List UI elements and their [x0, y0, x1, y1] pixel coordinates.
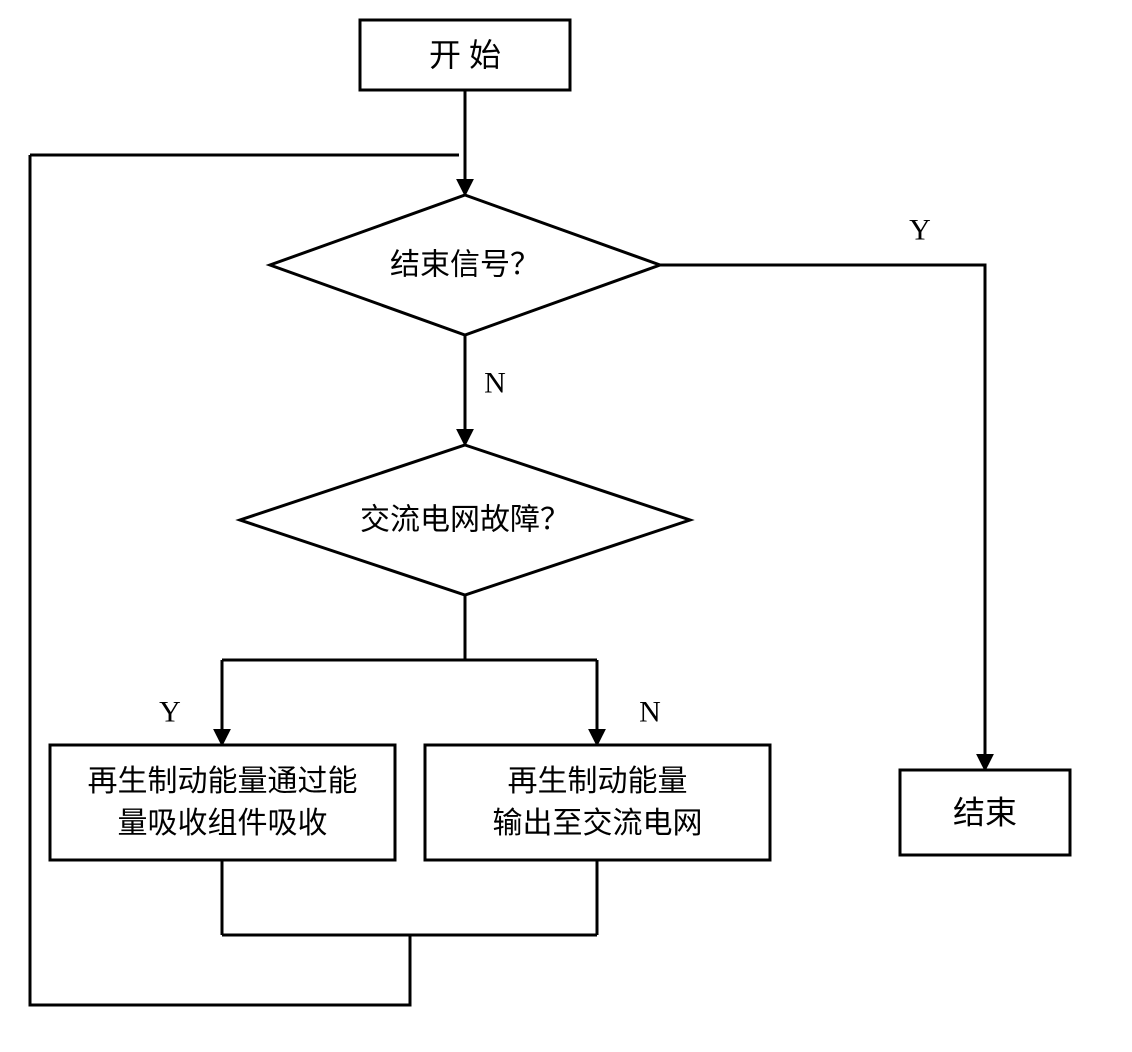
node-text-process_y-l0: 再生制动能量通过能 [88, 765, 358, 798]
edge-label-d2_no_drop: N [639, 696, 661, 729]
edge-label-d2_yes_drop: Y [159, 696, 181, 729]
node-text-decision1: 结束信号？ [390, 249, 540, 282]
edge-d1_yes [660, 265, 985, 770]
node-text-process_y-l1: 量吸收组件吸收 [118, 807, 328, 840]
node-start: 开 始 [360, 20, 570, 90]
node-text-decision2: 交流电网故障？ [360, 504, 570, 537]
node-text-process_n-l1: 输出至交流电网 [493, 807, 703, 840]
flowchart-canvas: YNYN开 始结束信号？交流电网故障？再生制动能量通过能量吸收组件吸收再生制动能… [0, 0, 1132, 1052]
node-text-start: 开 始 [429, 37, 501, 73]
node-process_y: 再生制动能量通过能量吸收组件吸收 [50, 745, 395, 860]
node-decision1: 结束信号？ [270, 195, 660, 335]
node-text-end: 结束 [953, 795, 1017, 831]
node-text-process_n-l0: 再生制动能量 [508, 765, 688, 798]
node-decision2: 交流电网故障？ [240, 445, 690, 595]
node-end: 结束 [900, 770, 1070, 855]
node-process_n: 再生制动能量输出至交流电网 [425, 745, 770, 860]
edge-label-d1_no: N [484, 367, 506, 400]
edge-label-d1_yes: Y [909, 214, 931, 247]
